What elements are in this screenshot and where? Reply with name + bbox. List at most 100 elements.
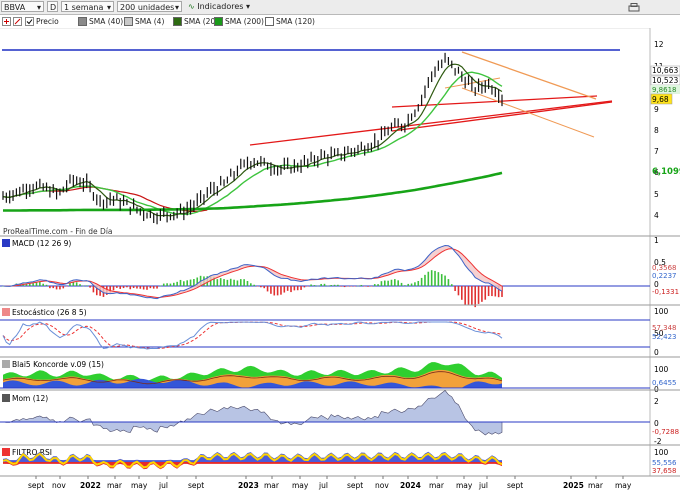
macd-bar bbox=[471, 286, 473, 306]
macd-bar bbox=[290, 286, 292, 293]
macd-bar bbox=[263, 286, 266, 289]
macd-bar bbox=[75, 282, 78, 286]
momentum-title: Mom (12) bbox=[12, 394, 48, 403]
macd-bar bbox=[280, 286, 282, 295]
macd-bar bbox=[450, 284, 453, 286]
macd-bar bbox=[340, 286, 343, 287]
x-tick-label: mar bbox=[107, 481, 123, 490]
chevron-down-icon: ▾ bbox=[174, 3, 179, 12]
macd-bar bbox=[377, 284, 379, 286]
macd-bar bbox=[497, 286, 500, 298]
indicators-label: Indicadores bbox=[197, 2, 244, 11]
macd-bar bbox=[95, 286, 98, 296]
macd-bar bbox=[337, 284, 339, 286]
macd-bar bbox=[219, 278, 222, 286]
macd-bar bbox=[172, 282, 175, 286]
macd-bar bbox=[320, 283, 322, 286]
macd-bar bbox=[85, 285, 88, 286]
macd-bar bbox=[323, 283, 326, 286]
legend-sma20: SMA (20) bbox=[184, 17, 219, 26]
chevron-down-icon: ▾ bbox=[36, 3, 41, 12]
indicators-icon: ∿ bbox=[188, 2, 195, 11]
ticker-label: BBVA bbox=[4, 3, 26, 12]
indicators-button[interactable]: ∿ Indicadores ▾ bbox=[186, 1, 257, 12]
macd-bar bbox=[370, 286, 373, 287]
macd-bar bbox=[407, 283, 410, 286]
legend-sma4: SMA (4) bbox=[135, 17, 165, 26]
macd-bar bbox=[52, 286, 55, 289]
macd-bar bbox=[270, 286, 272, 294]
koncorde-tick-100: 100 bbox=[654, 365, 669, 374]
sma120-swatch[interactable] bbox=[265, 17, 274, 26]
x-tick-label: jul bbox=[478, 481, 488, 490]
print-icon[interactable] bbox=[628, 3, 640, 12]
price-tick-12: 12 bbox=[654, 40, 664, 49]
expand-icon[interactable] bbox=[2, 17, 11, 26]
x-tick-label: 2023 bbox=[238, 481, 259, 490]
x-tick-label: nov bbox=[375, 481, 389, 490]
macd-bar bbox=[159, 285, 162, 287]
sma4-swatch[interactable] bbox=[124, 17, 133, 26]
macd-bar bbox=[39, 281, 41, 286]
macd-bar bbox=[414, 282, 416, 286]
price-bars bbox=[2, 52, 503, 225]
macd-bar bbox=[193, 279, 195, 286]
macd-bar bbox=[427, 271, 430, 286]
x-tick-label: mar bbox=[588, 481, 604, 490]
sma40-line bbox=[2, 63, 503, 217]
macd-bar bbox=[126, 286, 128, 288]
macd-bar bbox=[310, 284, 312, 286]
x-tick-label: sept bbox=[188, 481, 204, 490]
sma200-swatch[interactable] bbox=[214, 17, 223, 26]
momentum-label: -0,7288 bbox=[652, 428, 679, 436]
ticker-selector[interactable]: BBVA ▾ bbox=[1, 1, 44, 12]
macd-bar bbox=[327, 285, 329, 287]
timeframe-selector[interactable]: 1 semana ▾ bbox=[61, 1, 114, 12]
macd-bar bbox=[176, 281, 178, 286]
macd-bar bbox=[464, 286, 466, 305]
macd-bar bbox=[367, 286, 369, 287]
stoch-label-1: 57,348 bbox=[652, 324, 677, 332]
macd-bar bbox=[390, 279, 393, 286]
x-tick-label: 2022 bbox=[80, 481, 101, 490]
macd-bar bbox=[313, 285, 316, 286]
tools-icon[interactable] bbox=[13, 17, 22, 26]
macd-bar bbox=[357, 285, 359, 287]
sma20-swatch[interactable] bbox=[173, 17, 182, 26]
macd-bar bbox=[142, 286, 145, 290]
rsi-tick-100: 100 bbox=[654, 448, 669, 457]
units-selector[interactable]: 200 unidades ▾ bbox=[117, 1, 182, 12]
macd-bar bbox=[457, 286, 460, 296]
time-axis: sept nov 2022 mar may jul sept 2023 mar may jul sep… bbox=[28, 476, 632, 490]
macd-bar bbox=[243, 279, 245, 286]
macd-bar bbox=[69, 282, 71, 286]
macd-bar bbox=[417, 280, 420, 286]
macd-bar bbox=[360, 284, 363, 286]
legend-sma120: SMA (120) bbox=[276, 17, 315, 26]
toolbar: BBVA ▾ D 1 semana ▾ 200 unidades ▾ ∿ Ind… bbox=[0, 0, 680, 15]
legend-bar bbox=[0, 15, 650, 29]
chart-area[interactable]: ProRealTime.com - Fin de Día 13 12 11 9 … bbox=[0, 28, 680, 491]
macd-bar bbox=[353, 286, 356, 287]
macd-bar bbox=[25, 283, 28, 286]
macd-bar bbox=[400, 282, 403, 286]
macd-bar bbox=[250, 283, 252, 286]
macd-bar bbox=[461, 286, 463, 300]
price-label-mid: 10,523 bbox=[652, 76, 678, 85]
precio-checkbox[interactable] bbox=[25, 17, 34, 26]
macd-bar bbox=[253, 284, 255, 286]
sma40-swatch[interactable] bbox=[78, 17, 87, 26]
macd-bar bbox=[404, 285, 406, 286]
macd-bar bbox=[491, 286, 493, 297]
macd-bar bbox=[494, 286, 497, 297]
momentum-panel: Mom (12) 2 0 -2 -0,7288 bbox=[0, 389, 679, 446]
macd-bar bbox=[179, 279, 182, 286]
macd-tick-05: 0,5 bbox=[654, 258, 666, 267]
macd-bar bbox=[129, 286, 132, 290]
macd-bar bbox=[45, 284, 48, 286]
macd-bar bbox=[189, 279, 192, 286]
x-tick-label: sept bbox=[507, 481, 523, 490]
daily-button[interactable]: D bbox=[47, 1, 58, 12]
macd-bar bbox=[317, 285, 319, 287]
macd-bar bbox=[169, 283, 172, 286]
